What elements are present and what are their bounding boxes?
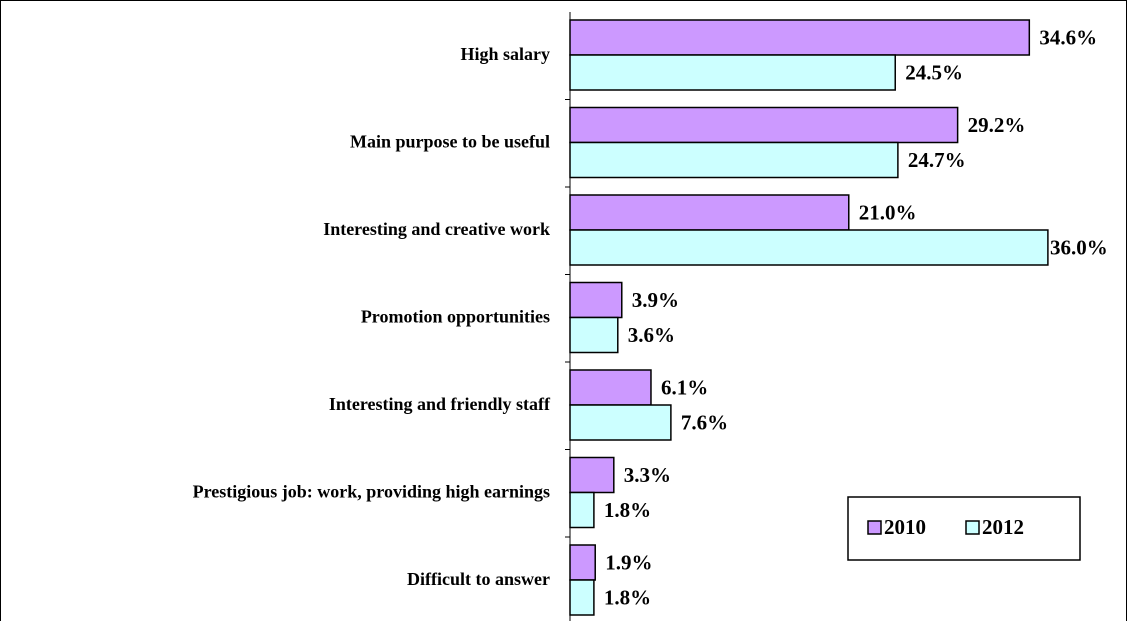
- legend-label: 2010: [884, 515, 926, 539]
- data-label: 21.0%: [859, 200, 917, 224]
- data-label: 1.8%: [604, 585, 651, 609]
- legend-swatch: [965, 520, 980, 535]
- data-label: 3.9%: [632, 288, 679, 312]
- bar: [569, 281, 623, 319]
- bar: [569, 579, 595, 616]
- data-label: 24.7%: [908, 148, 966, 172]
- data-label: 1.9%: [605, 550, 652, 574]
- bar: [569, 141, 899, 179]
- bar: [569, 544, 596, 581]
- category-label: Main purpose to be useful: [350, 131, 550, 151]
- category-label: Promotion opportunities: [361, 306, 550, 326]
- bar: [569, 369, 652, 406]
- category-label: Interesting and creative work: [323, 219, 550, 239]
- category-label: Prestigious job: work, providing high ea…: [193, 481, 550, 501]
- data-label: 24.5%: [905, 60, 963, 84]
- bar: [569, 229, 1049, 266]
- category-label: High salary: [460, 44, 550, 64]
- bar: [569, 19, 1031, 56]
- bar: [569, 316, 619, 354]
- data-label: 3.3%: [624, 463, 671, 487]
- data-label: 6.1%: [661, 375, 708, 399]
- bar: [569, 456, 615, 494]
- bar: [569, 106, 959, 144]
- data-label: 7.6%: [681, 410, 728, 434]
- data-label: 34.6%: [1039, 25, 1097, 49]
- legend-label: 2012: [982, 515, 1024, 539]
- data-label: 29.2%: [968, 113, 1026, 137]
- data-label: 3.6%: [628, 323, 675, 347]
- data-label: 1.8%: [604, 498, 651, 522]
- category-label: Interesting and friendly staff: [329, 394, 551, 414]
- category-label: Difficult to answer: [407, 569, 550, 589]
- bar: [569, 194, 850, 231]
- bar: [569, 404, 672, 441]
- data-label: 36.0%: [1050, 235, 1108, 259]
- legend-swatch: [867, 520, 882, 535]
- bar: [569, 491, 595, 529]
- bar: [569, 54, 896, 91]
- legend-box: [847, 496, 1081, 561]
